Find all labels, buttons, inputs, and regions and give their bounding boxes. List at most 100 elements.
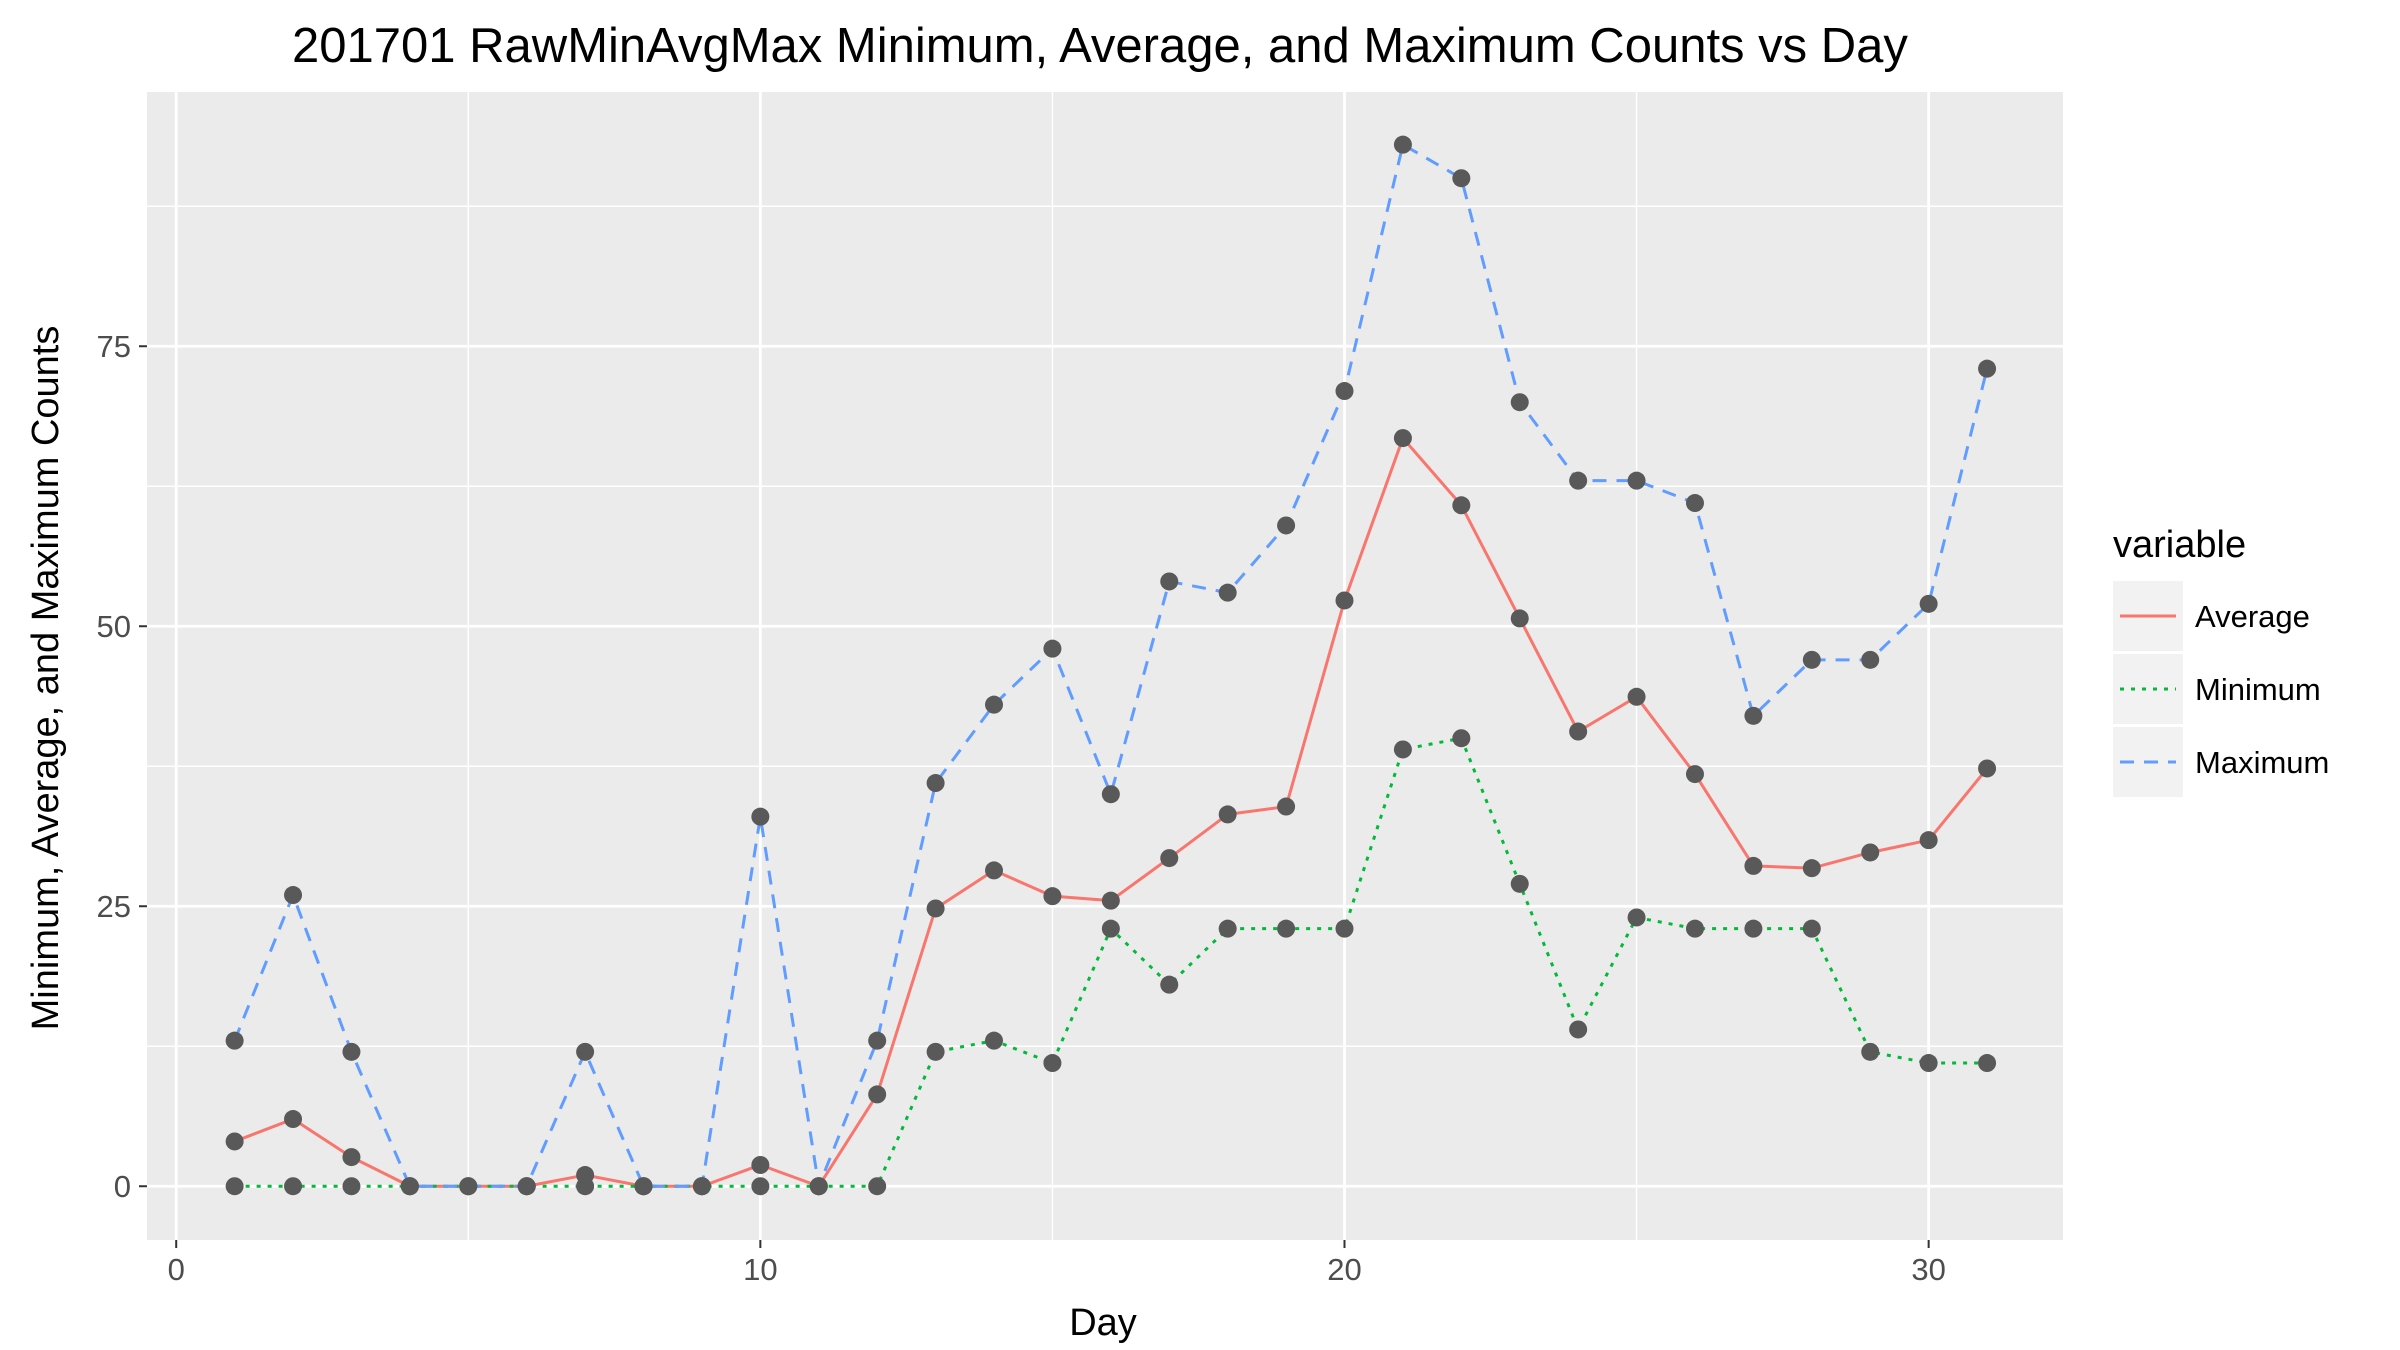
y-axis: 0 25 50 75 (97, 329, 147, 1204)
x-tick-label: 30 (1911, 1252, 1945, 1287)
legend: variable Average Minimum Maximum (2113, 524, 2329, 797)
data-point-average (1627, 687, 1646, 706)
data-point-average (342, 1148, 361, 1167)
data-point-minimum (1160, 975, 1179, 994)
data-point-maximum (926, 774, 945, 793)
data-point-maximum (1452, 169, 1471, 188)
data-point-minimum (868, 1177, 887, 1196)
data-point-average (1218, 805, 1237, 824)
data-point-maximum (1335, 382, 1354, 401)
data-point-average (1685, 765, 1704, 784)
legend-key-background (2113, 654, 2183, 724)
y-tick-label: 0 (114, 1169, 131, 1204)
data-point-maximum (809, 1177, 828, 1196)
data-point-minimum (1802, 919, 1821, 938)
data-point-minimum (1218, 919, 1237, 938)
legend-label-average: Average (2195, 599, 2310, 634)
data-point-maximum (868, 1031, 887, 1050)
data-point-minimum (1744, 919, 1763, 938)
data-point-minimum (1335, 919, 1354, 938)
data-point-maximum (1277, 516, 1296, 535)
data-point-maximum (400, 1177, 419, 1196)
points-layer (225, 135, 1997, 1196)
data-point-average (751, 1155, 770, 1174)
data-point-minimum (985, 1031, 1004, 1050)
y-tick-label: 50 (97, 609, 131, 644)
x-tick-label: 20 (1327, 1252, 1361, 1287)
data-point-average (1978, 759, 1997, 778)
data-point-maximum (1627, 471, 1646, 490)
data-point-maximum (1393, 135, 1412, 154)
data-point-maximum (634, 1177, 653, 1196)
data-point-maximum (1510, 393, 1529, 412)
data-point-maximum (1978, 359, 1997, 378)
data-point-minimum (1452, 729, 1471, 748)
data-point-maximum (1043, 639, 1062, 658)
data-point-maximum (1218, 583, 1237, 602)
data-point-maximum (342, 1042, 361, 1061)
data-point-average (1101, 891, 1120, 910)
data-point-minimum (1101, 919, 1120, 938)
data-point-minimum (1043, 1054, 1062, 1073)
data-point-maximum (1861, 650, 1880, 669)
data-point-average (1452, 496, 1471, 515)
data-point-maximum (1744, 706, 1763, 725)
data-point-maximum (284, 886, 303, 905)
data-point-minimum (1569, 1020, 1588, 1039)
data-point-maximum (1919, 594, 1938, 613)
data-point-average (1569, 722, 1588, 741)
data-point-maximum (517, 1177, 536, 1196)
data-point-average (985, 861, 1004, 880)
data-point-minimum (1277, 919, 1296, 938)
legend-label-maximum: Maximum (2195, 745, 2329, 780)
data-point-minimum (1685, 919, 1704, 938)
data-point-average (1802, 859, 1821, 878)
plot-panel (147, 92, 2063, 1240)
data-point-maximum (1101, 785, 1120, 804)
data-point-minimum (1510, 874, 1529, 893)
data-point-maximum (1569, 471, 1588, 490)
data-point-average (1744, 856, 1763, 875)
data-point-maximum (692, 1177, 711, 1196)
data-point-average (1510, 609, 1529, 628)
data-point-average (225, 1132, 244, 1151)
data-point-maximum (751, 807, 770, 826)
x-tick-label: 10 (743, 1252, 777, 1287)
panel-background (147, 92, 2063, 1240)
x-tick-label: 0 (168, 1252, 185, 1287)
legend-title: variable (2113, 524, 2246, 566)
data-point-minimum (1861, 1042, 1880, 1061)
data-point-average (1861, 843, 1880, 862)
data-point-maximum (1802, 650, 1821, 669)
data-point-maximum (459, 1177, 478, 1196)
data-point-maximum (576, 1042, 595, 1061)
chart-title: 201701 RawMinAvgMax Minimum, Average, an… (292, 19, 1908, 73)
y-tick-label: 75 (97, 329, 131, 364)
legend-label-minimum: Minimum (2195, 672, 2321, 707)
x-axis: 0 10 20 30 (168, 1240, 1946, 1287)
data-point-minimum (576, 1177, 595, 1196)
data-point-average (868, 1085, 887, 1104)
data-point-minimum (342, 1177, 361, 1196)
data-point-minimum (926, 1042, 945, 1061)
y-tick-label: 25 (97, 889, 131, 924)
data-point-average (1335, 591, 1354, 610)
data-point-minimum (284, 1177, 303, 1196)
y-axis-title: Minimum, Average, and Maximum Counts (25, 326, 67, 1031)
data-point-minimum (225, 1177, 244, 1196)
data-point-maximum (985, 695, 1004, 714)
data-point-maximum (1160, 572, 1179, 591)
data-point-minimum (1978, 1054, 1997, 1073)
data-point-average (1043, 887, 1062, 906)
data-point-maximum (225, 1031, 244, 1050)
data-point-minimum (751, 1177, 770, 1196)
x-axis-title: Day (1069, 1302, 1137, 1344)
data-point-minimum (1919, 1054, 1938, 1073)
data-point-average (926, 899, 945, 918)
data-point-average (1393, 429, 1412, 448)
data-point-average (1919, 831, 1938, 850)
data-point-minimum (1627, 908, 1646, 927)
data-point-average (1277, 797, 1296, 816)
